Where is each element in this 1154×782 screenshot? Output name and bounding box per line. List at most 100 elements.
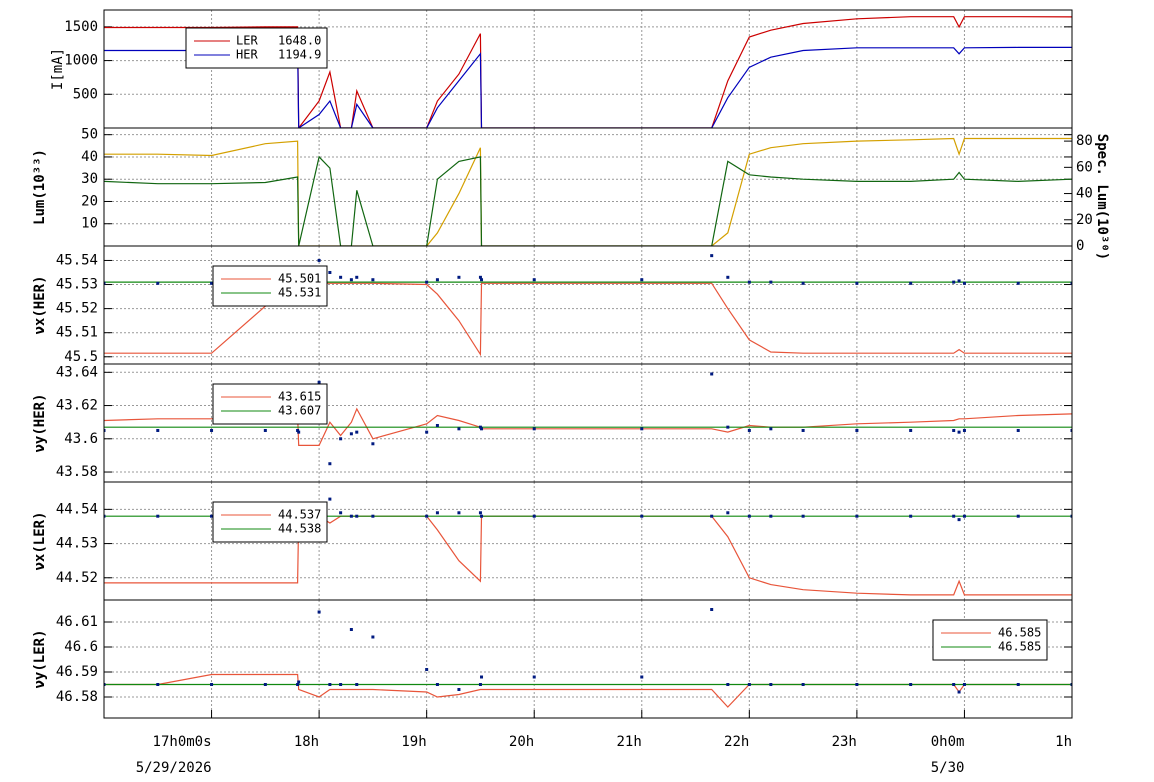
legend-box [212,383,328,425]
y2-tick-label: 20 [1076,212,1093,228]
marker [349,432,353,436]
marker [355,275,359,279]
y-tick-label: 45.5 [64,349,98,365]
marker [952,683,956,686]
y2-tick-label: 80 [1076,133,1093,149]
x-tick-label: 21h [616,734,641,750]
marker [328,270,332,274]
marker [328,683,332,686]
marker [710,514,714,518]
marker [339,275,343,279]
y-axis-label: νy(HER) [32,393,48,452]
x-tick-label: 23h [832,734,857,750]
marker [210,514,214,518]
marker [1070,514,1072,518]
y-tick-label: 43.6 [64,431,98,447]
marker [532,514,536,518]
marker [957,430,961,434]
y-tick-label: 46.58 [56,689,98,705]
marker [156,281,160,285]
legend-value: 1194.9 [278,48,321,62]
marker [532,675,536,679]
y-tick-label: 44.53 [56,536,98,552]
marker [478,425,482,429]
marker [855,428,859,432]
marker [769,280,773,284]
x-tick-label: 1h [1055,734,1072,750]
marker [952,514,956,518]
x-tick-label: 18h [294,734,319,750]
y-axis-label: νx(LER) [32,511,48,570]
y-tick-label: 44.54 [56,501,98,517]
y-axis-label: νx(HER) [32,275,48,334]
marker [349,278,353,282]
marker [480,278,484,282]
y-tick-label: 20 [81,193,98,209]
marker [909,428,913,432]
marker [1016,514,1020,518]
marker [710,254,714,258]
y-tick-label: 43.62 [56,398,98,414]
marker [156,514,160,518]
marker [909,281,913,285]
marker [957,518,961,522]
marker [425,514,429,518]
x-tick-label: 22h [724,734,749,750]
marker [747,683,751,686]
marker [317,380,321,384]
series-group [104,16,1072,128]
marker [371,442,375,446]
marker [710,608,714,611]
legend-label: 46.585 [998,640,1041,654]
date-label: 5/30 [931,760,965,776]
x-tick-label: 19h [401,734,426,750]
y-tick-label: 44.52 [56,570,98,586]
marker [532,278,536,282]
marker [801,683,805,686]
marker [957,279,961,283]
plot-area [104,600,1072,718]
marker [962,683,966,686]
marker [1016,428,1020,432]
marker [769,683,773,686]
marker [478,275,482,279]
y-tick-label: 40 [81,149,98,165]
marker [156,683,160,686]
marker [210,683,214,686]
y-tick-label: 43.58 [56,464,98,480]
marker [355,514,359,518]
marker [478,683,482,686]
marker [435,683,439,686]
marker [435,278,439,282]
y-axis-label: I[mA] [50,48,66,90]
marker [480,514,484,518]
legend-label: 45.501 [278,272,321,286]
marker [640,675,644,679]
marker [909,514,913,518]
y-tick-label: 43.64 [56,364,98,380]
marker [1070,683,1072,686]
marker [156,428,160,432]
marker [317,258,321,262]
marker [317,610,321,614]
marker [349,514,353,518]
marker [480,675,484,679]
marker [339,437,343,441]
marker [801,428,805,432]
marker [349,628,353,631]
y-tick-label: 46.59 [56,664,98,680]
y2-tick-label: 0 [1076,238,1084,254]
marker [263,428,267,432]
x-tick-label: 20h [509,734,534,750]
y-tick-label: 1000 [64,53,98,69]
marker [355,683,359,686]
marker [297,430,301,434]
marker [210,428,214,432]
legend-box [932,619,1048,661]
y-tick-label: 10 [81,216,98,232]
marker [769,427,773,431]
marker [710,372,714,376]
